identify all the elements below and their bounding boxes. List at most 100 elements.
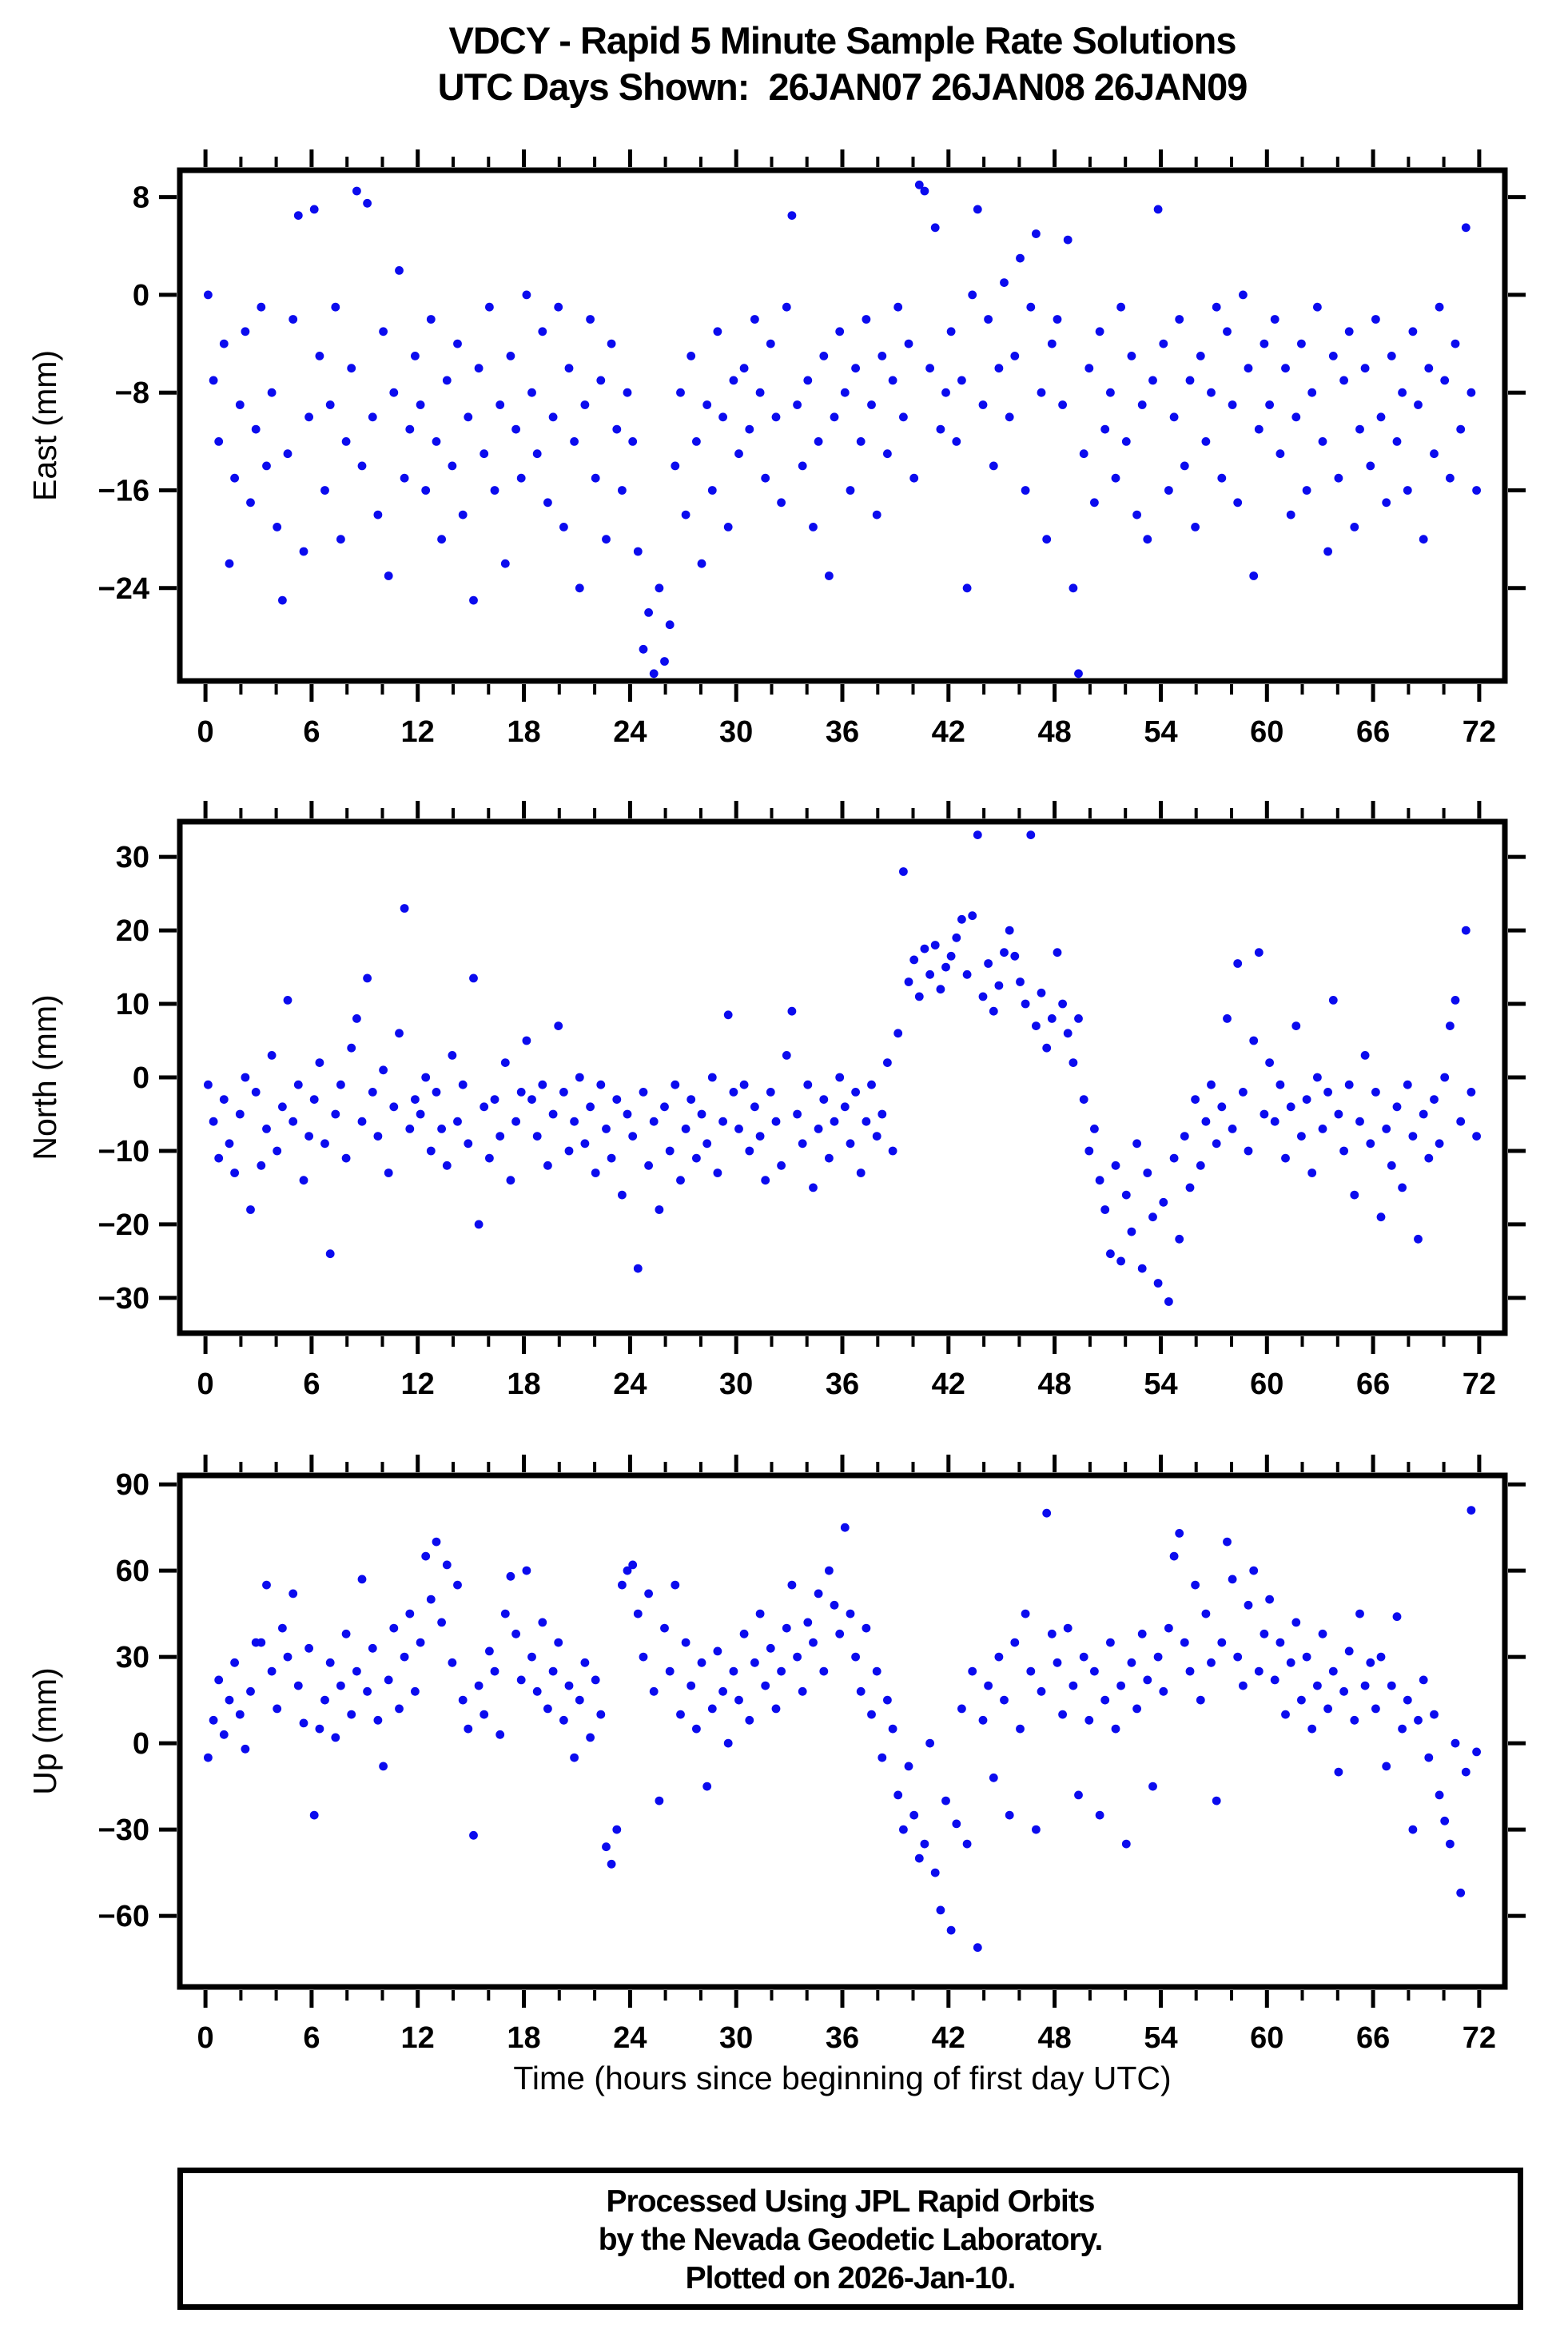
data-point [1090, 1666, 1099, 1676]
data-point [787, 1006, 797, 1016]
data-point [1366, 1658, 1375, 1667]
data-point [766, 339, 775, 348]
data-point [416, 1109, 425, 1119]
data-point [1201, 437, 1211, 446]
data-point [1074, 669, 1083, 679]
east-axis-label: East (mm) [26, 350, 63, 501]
data-point [623, 388, 632, 397]
up-panel: 0 6 12 18 24 30 36 42 48 54 60 66 72 90 60 30 0 −30 −60 Up … [26, 1455, 1526, 2096]
data-point [299, 547, 308, 556]
data-point [1032, 1021, 1041, 1030]
data-point [347, 364, 356, 373]
data-point [522, 290, 531, 300]
data-point [984, 1681, 993, 1690]
data-point [532, 449, 542, 459]
data-point [1047, 1629, 1057, 1638]
data-point [1291, 1021, 1301, 1030]
data-point [692, 1724, 701, 1734]
y-tick-label: −8 [115, 376, 149, 410]
data-point [1430, 1095, 1439, 1104]
data-point [495, 400, 505, 409]
data-point [707, 486, 717, 495]
data-point [750, 315, 759, 324]
x-tick-label: 60 [1250, 2021, 1283, 2055]
data-point [628, 1560, 638, 1570]
data-point [1328, 1666, 1338, 1676]
data-point [235, 1710, 245, 1719]
data-point [1026, 302, 1036, 312]
data-point [1148, 1212, 1157, 1222]
data-point [214, 437, 224, 446]
data-point [1058, 1710, 1067, 1719]
data-point [1069, 583, 1078, 593]
data-point [1175, 315, 1184, 324]
data-point [357, 1575, 367, 1584]
data-point [936, 424, 945, 434]
data-point [1148, 376, 1157, 385]
data-point [1169, 1551, 1179, 1561]
data-point [914, 180, 924, 189]
data-point [830, 1117, 839, 1126]
data-point [920, 186, 929, 196]
data-point [1037, 388, 1046, 397]
data-point [1058, 400, 1067, 409]
data-point [1446, 473, 1455, 483]
data-point [527, 1652, 536, 1662]
data-point [1032, 1825, 1041, 1834]
data-point [1392, 437, 1402, 446]
data-point [899, 1825, 908, 1834]
data-point [1275, 1638, 1285, 1647]
footer-line1: Processed Using JPL Rapid Orbits [606, 2184, 1096, 2219]
data-point [676, 388, 685, 397]
data-point [464, 412, 473, 422]
data-point [1127, 1227, 1136, 1236]
data-point [357, 1117, 367, 1126]
data-point [506, 1571, 515, 1581]
data-point [1212, 1139, 1221, 1149]
data-point [1360, 1681, 1370, 1690]
data-point [994, 1652, 1004, 1662]
data-point [739, 1080, 749, 1089]
data-point [283, 1652, 293, 1662]
data-point [580, 1658, 590, 1667]
data-point [623, 1109, 632, 1119]
data-point [777, 1161, 786, 1170]
data-point [532, 1686, 542, 1696]
data-point [1010, 1638, 1020, 1647]
data-point [946, 1925, 956, 1935]
data-point [1143, 1675, 1152, 1685]
data-point [267, 1051, 277, 1060]
data-point [1191, 1580, 1200, 1590]
data-point [432, 437, 441, 446]
data-point [1063, 235, 1073, 245]
data-point [1005, 1810, 1014, 1820]
data-point [671, 461, 680, 471]
data-point [739, 364, 749, 373]
data-point [1302, 1652, 1311, 1662]
data-point [1355, 424, 1364, 434]
data-point [1116, 1681, 1125, 1690]
data-point [644, 608, 653, 617]
data-point [697, 1658, 706, 1667]
data-point [1366, 1139, 1375, 1149]
data-point [909, 955, 919, 965]
data-point [575, 1695, 584, 1705]
data-point [596, 376, 606, 385]
data-point [745, 1146, 754, 1156]
x-tick-label: 18 [507, 2021, 540, 2055]
data-point [723, 1738, 733, 1748]
data-point [1467, 1506, 1476, 1515]
data-point [697, 1109, 706, 1119]
data-point [899, 412, 908, 422]
data-point [628, 1132, 638, 1141]
x-tick-label: 0 [197, 715, 214, 749]
data-point [426, 315, 436, 324]
data-point [257, 1161, 266, 1170]
data-point [1328, 352, 1338, 360]
data-point [352, 186, 361, 196]
data-point [734, 1695, 743, 1705]
north-frame [177, 818, 1508, 1336]
data-point [602, 1125, 611, 1133]
data-point [952, 1819, 961, 1829]
data-point [485, 1646, 494, 1656]
